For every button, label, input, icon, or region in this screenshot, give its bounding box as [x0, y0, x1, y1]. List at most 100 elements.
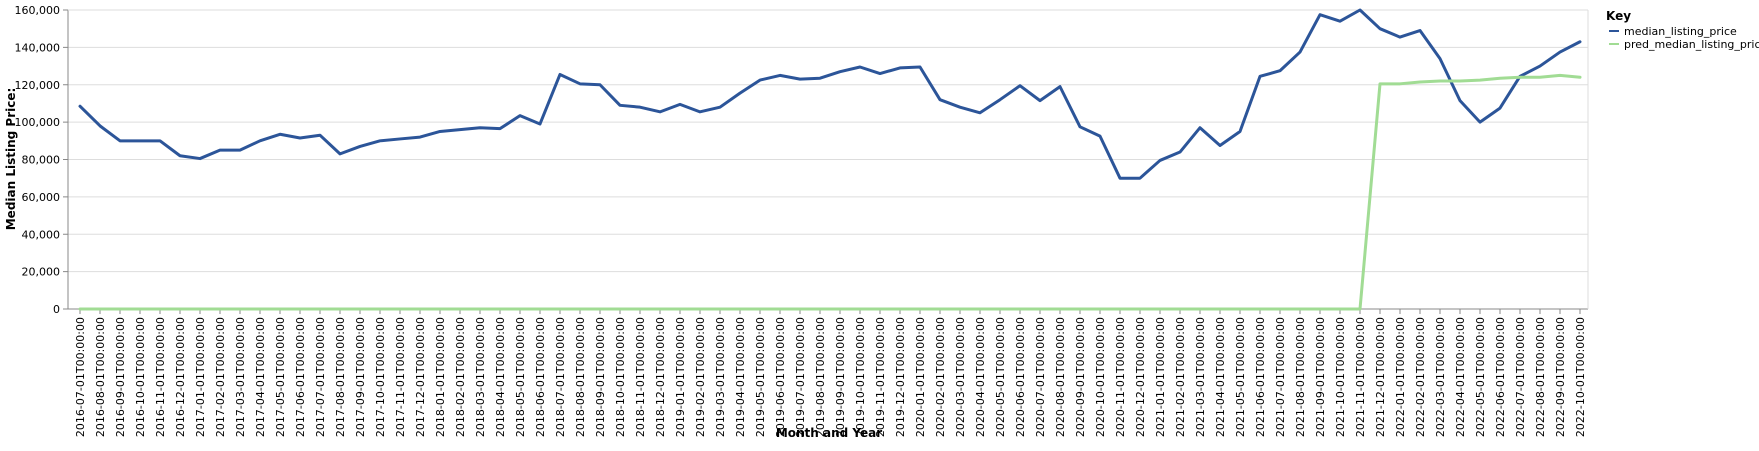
x-tick-label: 2018-06-01T00:00:00	[534, 317, 547, 437]
x-tick-label: 2018-07-01T00:00:00	[554, 317, 567, 437]
x-tick-label: 2017-12-01T00:00:00	[414, 317, 427, 437]
x-tick-label: 2019-09-01T00:00:00	[834, 317, 847, 437]
x-tick-label: 2022-10-01T00:00:00	[1574, 317, 1587, 437]
x-tick-label: 2017-09-01T00:00:00	[354, 317, 367, 437]
x-tick-label: 2017-08-01T00:00:00	[334, 317, 347, 437]
legend: Key median_listing_pricepred_median_list…	[1606, 9, 1759, 51]
x-tick-label: 2022-05-01T00:00:00	[1474, 317, 1487, 437]
x-tick-label: 2021-07-01T00:00:00	[1274, 317, 1287, 437]
x-tick-label: 2016-07-01T00:00:00	[74, 317, 87, 437]
x-tick-label: 2019-01-01T00:00:00	[674, 317, 687, 437]
x-tick-label: 2019-04-01T00:00:00	[734, 317, 747, 437]
x-tick-label: 2020-04-01T00:00:00	[974, 317, 987, 437]
x-tick-label: 2021-10-01T00:00:00	[1334, 317, 1347, 437]
grid-layer	[68, 9, 1588, 310]
x-tick-label: 2017-07-01T00:00:00	[314, 317, 327, 437]
x-tick-label: 2018-11-01T00:00:00	[634, 317, 647, 437]
series-layer	[78, 8, 1582, 311]
x-tick-label: 2021-03-01T00:00:00	[1194, 317, 1207, 437]
x-axis-title: Month and Year	[776, 426, 882, 440]
y-tick-label: 20,000	[22, 266, 61, 279]
x-tick-label: 2017-05-01T00:00:00	[274, 317, 287, 437]
x-tick-label: 2019-03-01T00:00:00	[714, 317, 727, 437]
legend-label: median_listing_price	[1624, 25, 1737, 38]
x-tick-label: 2017-02-01T00:00:00	[214, 317, 227, 437]
x-tick-label: 2022-03-01T00:00:00	[1434, 317, 1447, 437]
x-tick-label: 2020-03-01T00:00:00	[954, 317, 967, 437]
x-tick-label: 2016-10-01T00:00:00	[134, 317, 147, 437]
x-tick-label: 2020-09-01T00:00:00	[1074, 317, 1087, 437]
x-tick-label: 2022-09-01T00:00:00	[1554, 317, 1567, 437]
x-tick-label: 2020-07-01T00:00:00	[1034, 317, 1047, 437]
x-tick-label: 2018-08-01T00:00:00	[574, 317, 587, 437]
x-tick-label: 2016-08-01T00:00:00	[94, 317, 107, 437]
x-tick-label: 2019-08-01T00:00:00	[814, 317, 827, 437]
x-tick-label: 2018-04-01T00:00:00	[494, 317, 507, 437]
x-tick-label: 2018-05-01T00:00:00	[514, 317, 527, 437]
x-tick-label: 2019-02-01T00:00:00	[694, 317, 707, 437]
y-tick-label: 60,000	[22, 191, 61, 204]
x-tick-label: 2018-12-01T00:00:00	[654, 317, 667, 437]
x-tick-label: 2021-02-01T00:00:00	[1174, 317, 1187, 437]
x-tick-label: 2017-01-01T00:00:00	[194, 317, 207, 437]
x-tick-label: 2022-06-01T00:00:00	[1494, 317, 1507, 437]
x-tick-label: 2021-04-01T00:00:00	[1214, 317, 1227, 437]
y-axis-ticks: 0 20,000 40,000 60,000 80,000 100,000 120,000 1…	[15, 4, 68, 316]
x-tick-label: 2022-07-01T00:00:00	[1514, 317, 1527, 437]
x-tick-label: 2022-01-01T00:00:00	[1394, 317, 1407, 437]
x-tick-label: 2021-05-01T00:00:00	[1234, 317, 1247, 437]
x-tick-label: 2019-12-01T00:00:00	[894, 317, 907, 437]
y-tick-label: 140,000	[15, 41, 61, 54]
x-tick-label: 2021-06-01T00:00:00	[1254, 317, 1267, 437]
x-tick-label: 2022-04-01T00:00:00	[1454, 317, 1467, 437]
series-line-pred-median-listing-price	[78, 73, 1582, 311]
y-tick-label: 80,000	[22, 154, 61, 167]
x-tick-label: 2018-10-01T00:00:00	[614, 317, 627, 437]
x-tick-label: 2017-10-01T00:00:00	[374, 317, 387, 437]
x-tick-label: 2020-08-01T00:00:00	[1054, 317, 1067, 437]
x-tick-label: 2016-11-01T00:00:00	[154, 317, 167, 437]
x-axis-ticks: 2016-07-01T00:00:00 2016-08-01T00:00:00 20…	[74, 309, 1587, 437]
x-tick-label: 2021-09-01T00:00:00	[1314, 317, 1327, 437]
x-tick-label: 2021-11-01T00:00:00	[1354, 317, 1367, 437]
x-tick-label: 2021-12-01T00:00:00	[1374, 317, 1387, 437]
x-tick-label: 2020-02-01T00:00:00	[934, 317, 947, 437]
y-tick-label: 0	[53, 303, 60, 316]
x-tick-label: 2017-11-01T00:00:00	[394, 317, 407, 437]
x-tick-label: 2018-02-01T00:00:00	[454, 317, 467, 437]
x-tick-label: 2016-12-01T00:00:00	[174, 317, 187, 437]
y-tick-label: 120,000	[15, 79, 61, 92]
x-tick-label: 2018-01-01T00:00:00	[434, 317, 447, 437]
x-tick-label: 2022-08-01T00:00:00	[1534, 317, 1547, 437]
y-axis-title: Median Listing Price:	[4, 88, 18, 231]
x-tick-label: 2020-12-01T00:00:00	[1134, 317, 1147, 437]
x-tick-label: 2019-10-01T00:00:00	[854, 317, 867, 437]
x-tick-label: 2019-05-01T00:00:00	[754, 317, 767, 437]
series-line-median-listing-price	[78, 8, 1582, 180]
x-tick-label: 2020-05-01T00:00:00	[994, 317, 1007, 437]
x-tick-label: 2019-07-01T00:00:00	[794, 317, 807, 437]
y-tick-label: 160,000	[15, 4, 61, 17]
legend-label: pred_median_listing_price	[1624, 38, 1759, 51]
x-tick-label: 2020-06-01T00:00:00	[1014, 317, 1027, 437]
legend-title: Key	[1606, 9, 1631, 23]
x-tick-label: 2018-09-01T00:00:00	[594, 317, 607, 437]
x-tick-label: 2022-02-01T00:00:00	[1414, 317, 1427, 437]
x-tick-label: 2020-11-01T00:00:00	[1114, 317, 1127, 437]
x-tick-label: 2019-11-01T00:00:00	[874, 317, 887, 437]
x-tick-label: 2019-06-01T00:00:00	[774, 317, 787, 437]
x-tick-label: 2020-01-01T00:00:00	[914, 317, 927, 437]
x-tick-label: 2017-06-01T00:00:00	[294, 317, 307, 437]
x-tick-label: 2021-01-01T00:00:00	[1154, 317, 1167, 437]
x-tick-label: 2017-03-01T00:00:00	[234, 317, 247, 437]
x-tick-label: 2018-03-01T00:00:00	[474, 317, 487, 437]
y-tick-label: 100,000	[15, 116, 61, 129]
y-tick-label: 40,000	[22, 228, 61, 241]
x-tick-label: 2020-10-01T00:00:00	[1094, 317, 1107, 437]
x-tick-label: 2017-04-01T00:00:00	[254, 317, 267, 437]
x-tick-label: 2016-09-01T00:00:00	[114, 317, 127, 437]
legend-items: median_listing_pricepred_median_listing_…	[1609, 25, 1759, 51]
x-tick-label: 2021-08-01T00:00:00	[1294, 317, 1307, 437]
